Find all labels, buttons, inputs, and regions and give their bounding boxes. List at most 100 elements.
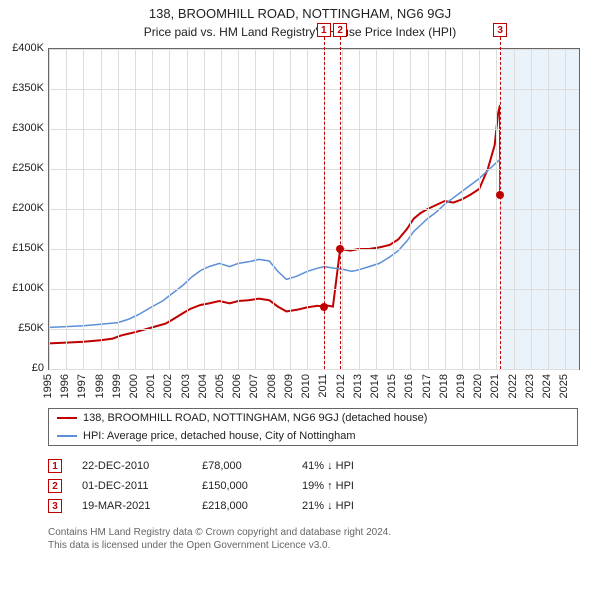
x-tick-label: 2000	[128, 374, 140, 398]
x-tick-label: 2016	[403, 374, 415, 398]
y-tick-label: £350K	[0, 82, 44, 94]
x-tick-label: 2022	[507, 374, 519, 398]
gridline-v	[169, 49, 170, 369]
legend-label: 138, BROOMHILL ROAD, NOTTINGHAM, NG6 9GJ…	[83, 412, 427, 424]
gridline-v	[49, 49, 50, 369]
transaction-delta: 21% ↓ HPI	[302, 500, 382, 512]
footer-attribution: Contains HM Land Registry data © Crown c…	[48, 526, 391, 552]
gridline-v	[565, 49, 566, 369]
x-tick-label: 2005	[214, 374, 226, 398]
legend-box: 138, BROOMHILL ROAD, NOTTINGHAM, NG6 9GJ…	[48, 408, 578, 446]
gridline-v	[496, 49, 497, 369]
x-tick-label: 2007	[248, 374, 260, 398]
transaction-table: 1 22-DEC-2010 £78,000 41% ↓ HPI 2 01-DEC-2011…	[48, 456, 382, 516]
y-tick-label: £0	[0, 362, 44, 374]
x-tick-label: 2006	[231, 374, 243, 398]
x-tick-label: 2009	[283, 374, 295, 398]
transaction-date: 22-DEC-2010	[82, 460, 182, 472]
series-price_paid	[49, 105, 527, 343]
transaction-index: 3	[48, 499, 62, 513]
sale-vline	[324, 37, 325, 369]
sale-marker-box: 2	[333, 23, 347, 37]
gridline-v	[393, 49, 394, 369]
legend-swatch	[57, 417, 77, 419]
gridline-v	[479, 49, 480, 369]
sale-marker-box: 1	[317, 23, 331, 37]
y-tick-label: £150K	[0, 242, 44, 254]
footer-line: This data is licensed under the Open Gov…	[48, 539, 391, 552]
y-tick-label: £250K	[0, 162, 44, 174]
transaction-delta: 19% ↑ HPI	[302, 480, 382, 492]
chart-title: 138, BROOMHILL ROAD, NOTTINGHAM, NG6 9GJ	[0, 0, 600, 23]
y-tick-label: £200K	[0, 202, 44, 214]
x-tick-label: 2008	[266, 374, 278, 398]
sale-vline	[500, 37, 501, 369]
x-tick-label: 1997	[76, 374, 88, 398]
chart-container: 138, BROOMHILL ROAD, NOTTINGHAM, NG6 9GJ…	[0, 0, 600, 590]
gridline-v	[101, 49, 102, 369]
x-tick-label: 2001	[145, 374, 157, 398]
gridline-v	[445, 49, 446, 369]
x-tick-label: 2024	[541, 374, 553, 398]
legend-row: 138, BROOMHILL ROAD, NOTTINGHAM, NG6 9GJ…	[49, 409, 577, 427]
gridline-v	[428, 49, 429, 369]
y-tick-label: £50K	[0, 322, 44, 334]
gridline-v	[290, 49, 291, 369]
y-tick-label: £300K	[0, 122, 44, 134]
gridline-v	[221, 49, 222, 369]
gridline-v	[462, 49, 463, 369]
footer-line: Contains HM Land Registry data © Crown c…	[48, 526, 391, 539]
gridline-v	[204, 49, 205, 369]
x-tick-label: 2014	[369, 374, 381, 398]
sale-marker-box: 3	[493, 23, 507, 37]
transaction-index: 1	[48, 459, 62, 473]
gridline-v	[548, 49, 549, 369]
x-tick-label: 2023	[524, 374, 536, 398]
x-tick-label: 2019	[455, 374, 467, 398]
chart-subtitle: Price paid vs. HM Land Registry's House …	[0, 23, 600, 39]
x-tick-label: 2018	[438, 374, 450, 398]
transaction-date: 01-DEC-2011	[82, 480, 182, 492]
gridline-v	[410, 49, 411, 369]
sale-dot	[336, 245, 344, 253]
gridline-v	[531, 49, 532, 369]
gridline-v	[514, 49, 515, 369]
x-tick-label: 2003	[180, 374, 192, 398]
transaction-price: £78,000	[202, 460, 282, 472]
y-tick-label: £400K	[0, 42, 44, 54]
y-tick-label: £100K	[0, 282, 44, 294]
gridline-v	[273, 49, 274, 369]
gridline-v	[359, 49, 360, 369]
gridline-v	[66, 49, 67, 369]
transaction-row: 1 22-DEC-2010 £78,000 41% ↓ HPI	[48, 456, 382, 476]
gridline-v	[152, 49, 153, 369]
transaction-delta: 41% ↓ HPI	[302, 460, 382, 472]
x-tick-label: 2011	[317, 374, 329, 398]
gridline-v	[238, 49, 239, 369]
gridline-v	[118, 49, 119, 369]
sale-dot	[320, 303, 328, 311]
transaction-row: 2 01-DEC-2011 £150,000 19% ↑ HPI	[48, 476, 382, 496]
plot-area: 123	[48, 48, 580, 370]
transaction-index: 2	[48, 479, 62, 493]
gridline-v	[342, 49, 343, 369]
x-tick-label: 1995	[42, 374, 54, 398]
gridline-v	[255, 49, 256, 369]
x-tick-label: 1998	[94, 374, 106, 398]
x-tick-label: 2004	[197, 374, 209, 398]
transaction-row: 319-MAR-2021£218,00021% ↓ HPI	[48, 496, 382, 516]
gridline-h	[49, 369, 579, 370]
gridline-v	[187, 49, 188, 369]
transaction-price: £218,000	[202, 500, 282, 512]
x-tick-label: 2002	[162, 374, 174, 398]
x-tick-label: 2013	[352, 374, 364, 398]
x-tick-label: 2012	[335, 374, 347, 398]
gridline-v	[135, 49, 136, 369]
gridline-v	[83, 49, 84, 369]
x-tick-label: 2017	[421, 374, 433, 398]
legend-row: HPI: Average price, detached house, City…	[49, 427, 577, 445]
transaction-price: £150,000	[202, 480, 282, 492]
x-tick-label: 1999	[111, 374, 123, 398]
x-tick-label: 2021	[489, 374, 501, 398]
gridline-v	[307, 49, 308, 369]
